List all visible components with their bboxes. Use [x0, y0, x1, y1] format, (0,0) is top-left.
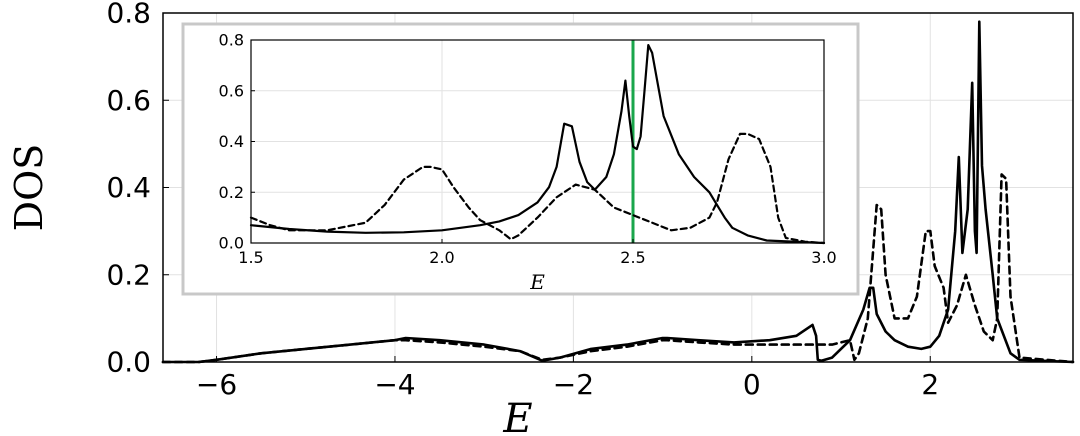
inset-x-tick-label: 1.5 [238, 248, 263, 267]
main-y-axis-label: DOS [7, 144, 51, 232]
inset-background [181, 22, 860, 296]
main-y-tick-label: 0.8 [106, 0, 151, 30]
inset-panel: 1.5 2.0 2.5 3.0 0.0 0.2 0.4 0.6 0.8 E [181, 22, 860, 296]
inset-series-dashed-line [249, 132, 826, 245]
main-series-solid-line [161, 20, 1075, 364]
inset-y-tick-label: 0.6 [219, 81, 244, 100]
inset-y-tick-label: 0.2 [219, 183, 244, 202]
main-x-tick-label: −2 [553, 368, 594, 401]
main-x-tick-label: −4 [374, 368, 415, 401]
inset-y-tick-label: 0.0 [219, 234, 244, 253]
inset-x-tick-label: 2.0 [429, 248, 454, 267]
main-y-tick-label: 0.4 [106, 171, 151, 204]
inset-series-solid-line [249, 43, 826, 245]
main-x-tick-label: 2 [921, 368, 939, 401]
inset-y-tick-label: 0.4 [219, 132, 244, 151]
main-y-tick-label: 0.6 [106, 84, 151, 117]
main-y-tick-label: 0.2 [106, 258, 151, 291]
inset-y-tick-label: 0.8 [219, 31, 244, 50]
inset-x-tick-label: 3.0 [811, 248, 836, 267]
inset-x-axis-label: E [529, 270, 545, 294]
main-x-tick-label: −6 [196, 368, 237, 401]
main-plot-lines [161, 20, 1075, 364]
inset-plot-lines [249, 40, 826, 245]
main-x-axis-label: E [502, 396, 532, 436]
main-series-dashed-line [161, 173, 1075, 364]
inset-ticks: 1.5 2.0 2.5 3.0 0.0 0.2 0.4 0.6 0.8 [219, 31, 837, 268]
inset-x-tick-label: 2.5 [620, 248, 645, 267]
main-ticks: −6 −4 −2 0 2 0.0 0.2 0.4 0.6 0.8 [106, 0, 939, 401]
main-y-tick-label: 0.0 [106, 346, 151, 379]
main-x-tick-label: 0 [743, 368, 761, 401]
